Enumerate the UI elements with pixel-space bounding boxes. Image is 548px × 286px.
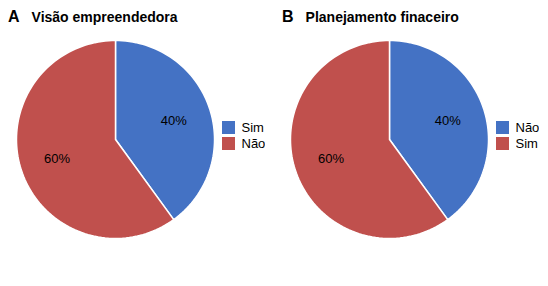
html-text:Visão empreendedora: Visão empreendedora: [31, 9, 178, 25]
svg-text:60%: 60%: [44, 151, 70, 166]
html-text:Não: Não: [241, 135, 266, 151]
html-text:Não: Não: [515, 119, 540, 135]
svg-text:40%: 40%: [435, 113, 461, 128]
svg-text:60%: 60%: [318, 151, 344, 166]
html-text:A: A: [8, 8, 20, 25]
svg-text:40%: 40%: [161, 113, 187, 128]
html-text:Planejamento finaceiro: Planejamento finaceiro: [305, 9, 459, 25]
html-text:Sim: Sim: [515, 135, 538, 151]
html-text:Sim: Sim: [241, 119, 264, 135]
html-text:B: B: [282, 8, 294, 25]
